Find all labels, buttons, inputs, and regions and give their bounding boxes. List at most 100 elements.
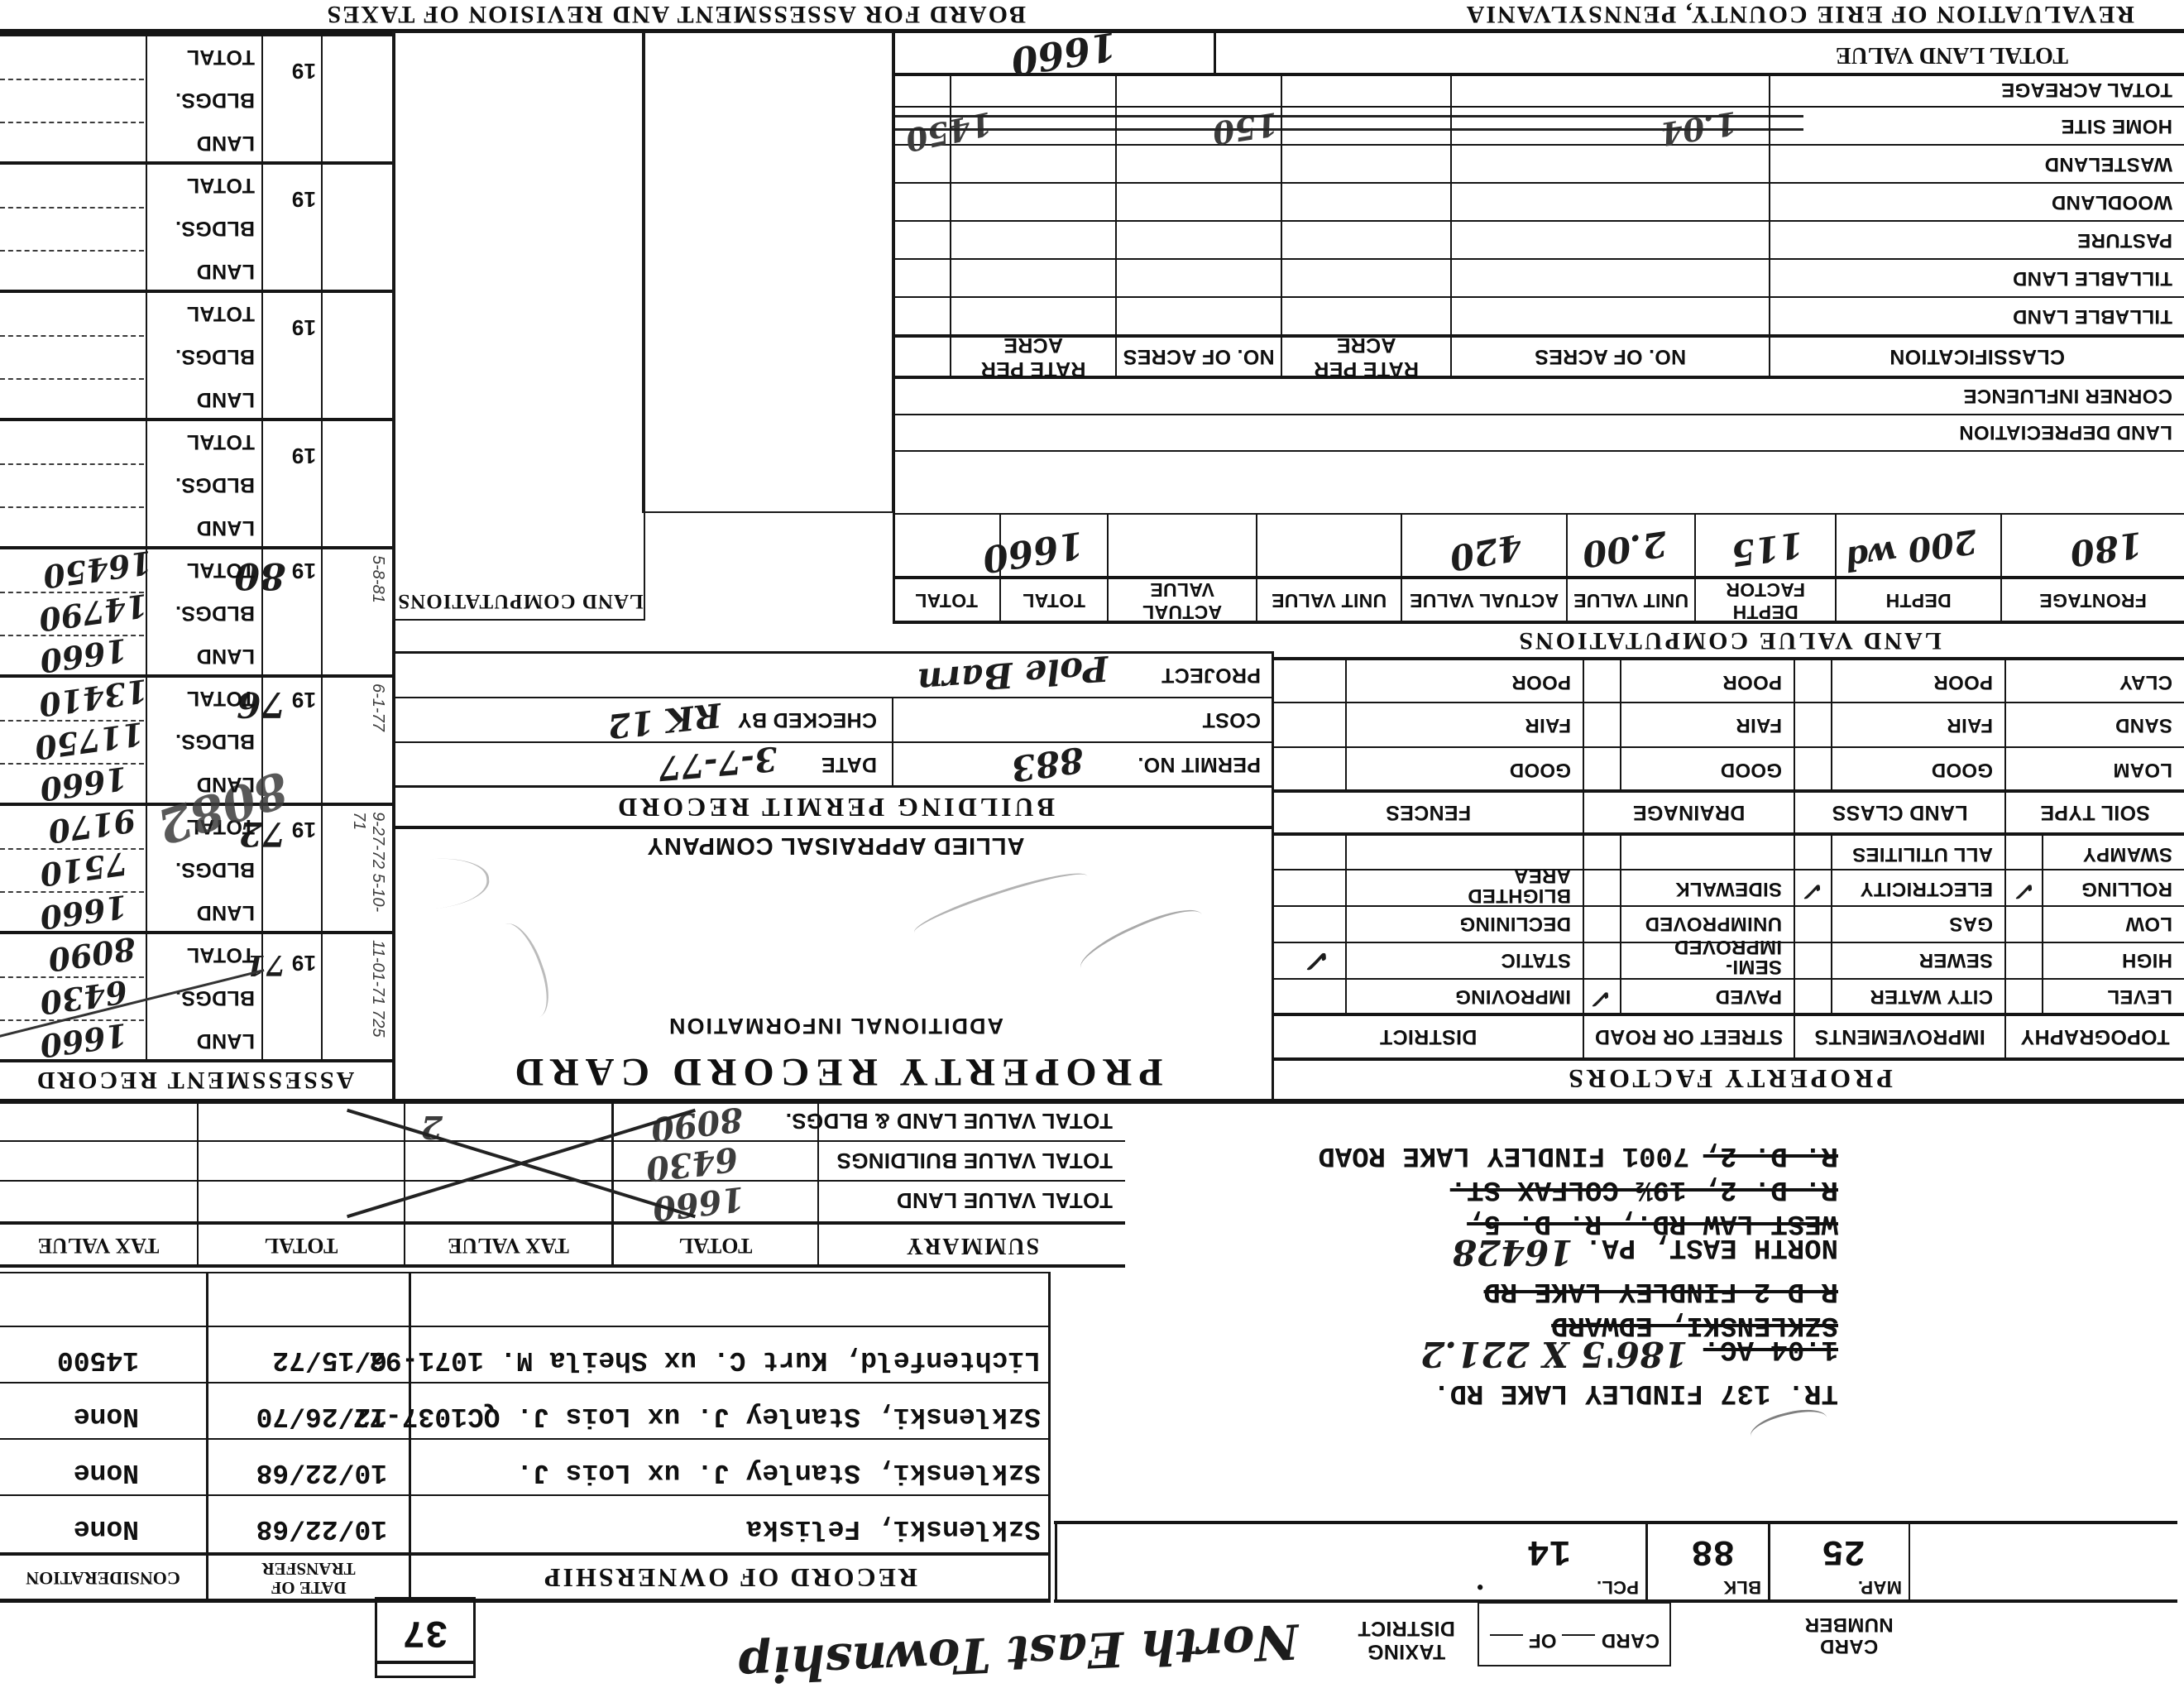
- rolling-checkmark: ✓: [2016, 876, 2037, 905]
- land-label-text: LAND: [196, 901, 255, 924]
- total-value: 8090: [46, 930, 138, 979]
- factor-item: BLIGHTED AREA: [1439, 865, 1571, 907]
- bldgs-label-text: BLDGS.: [175, 730, 255, 753]
- total-label-text: TOTAL: [186, 430, 255, 453]
- factor-item: HIGH: [2122, 948, 2172, 971]
- factor-item: UNIMPROVED: [1645, 912, 1782, 935]
- fences-fair: FAIR: [1525, 714, 1571, 736]
- land-class-poor: POOR: [1933, 671, 1993, 693]
- total-label-text: TOTAL: [186, 687, 255, 710]
- total-label-text: TOTAL: [186, 559, 255, 582]
- ownership-row: Szklenski, Feliska 10/22/68 None: [7, 1501, 1041, 1544]
- permit-no-value: 883: [1008, 739, 1086, 789]
- land-row-label: LAND: [196, 772, 255, 796]
- land-row-label: LAND: [196, 900, 255, 924]
- summary-header-text: SUMMARY: [904, 1233, 1040, 1259]
- bldgs-value: 7510: [38, 845, 130, 894]
- land-row-label: LAND: [196, 644, 255, 668]
- total-row-label: TOTAL: [186, 686, 255, 710]
- factor-city-water: CITY WATER: [1870, 985, 1993, 1008]
- assessment-group-empty: 19 LAND BLDGS. TOTAL: [0, 36, 392, 165]
- ownership-title: RECORD OF OWNERSHIP: [411, 1557, 1048, 1599]
- assessment-group: 11-01-71 725 19 71 LAND BLDGS. TOTAL 166…: [0, 930, 392, 1065]
- card-of-box: CARD OF: [1478, 1602, 1671, 1666]
- transfer-date: 6/15/72: [272, 1345, 387, 1375]
- lvc-frontage-value: 180: [2067, 524, 2145, 574]
- total-label-text: TOTAL: [186, 174, 255, 197]
- lvc-h0: FRONTAGE: [2039, 590, 2147, 612]
- owner-name: Szklenski, Stanley J. ux Lois J. QC1037-…: [352, 1401, 1041, 1431]
- improvements-header: IMPROVEMENTS: [1795, 1016, 2004, 1057]
- pcl-label: PCL.: [1596, 1577, 1639, 1598]
- board-footer-text: BOARD FOR ASSESSMENT AND REVISION OF TAX…: [325, 1, 1026, 28]
- year-prefix: 19: [291, 818, 316, 842]
- pencil-scribble: [1746, 1403, 1832, 1452]
- assessment-group-empty: 19 LAND BLDGS. TOTAL: [0, 165, 392, 293]
- total-row-label: TOTAL: [186, 558, 255, 582]
- bldgs-row-label: BLDGS.: [175, 729, 255, 753]
- rate-per-acre2-header: RATE PER ACRE: [951, 333, 1115, 381]
- property-factors-title-text: PROPERTY FACTORS: [1565, 1064, 1893, 1095]
- land-label-text: LAND: [196, 132, 255, 155]
- lvc-h6: ACTUAL VALUE: [1142, 579, 1223, 623]
- address-text-struck: SZKLENSKI, EDWARD: [1551, 1309, 1838, 1340]
- total-land-value-label: TOTAL LAND VALUE: [1836, 41, 2068, 68]
- summary-taxvalue2-header: TAX VALUE: [0, 1226, 197, 1264]
- summary-row-label: TOTAL VALUE LAND: [897, 1187, 1113, 1213]
- ownership-row: Szklenski, Stanley J. ux Lois J. 10/22/6…: [7, 1445, 1041, 1488]
- no-of-acres2-text: NO. OF ACRES: [1123, 345, 1275, 369]
- factor-unimproved: UNIMPROVED: [1645, 913, 1782, 935]
- factor-item: IMPROVING: [1455, 985, 1571, 1008]
- margin-note: 5-8-81: [368, 555, 387, 671]
- ownership-row: Lichtenfeld, Kurt C. ux Sheila M. 1071-9…: [7, 1332, 1041, 1375]
- soil-row-label: LOAM: [2113, 758, 2172, 781]
- address-line: R. D. 2, 7001 FINDLEY LAKE ROAD: [1094, 1137, 1838, 1171]
- soil-sand: SAND: [2115, 714, 2172, 736]
- street-or-road-header-text: STREET OR ROAD: [1594, 1025, 1784, 1049]
- factor-declining: DECLINING: [1459, 913, 1571, 935]
- address-block: TR. 137 FINDLEY LAKE RD. 1.04 AC. 186'5 …: [1094, 1137, 1838, 1408]
- corner-influence-text: CORNER INFLUENCE: [1963, 385, 2172, 407]
- owner-name: Szklenski, Stanley J. ux Lois J.: [516, 1457, 1041, 1488]
- blk-label: BLK: [1722, 1577, 1761, 1598]
- land-row-label: LAND: [196, 131, 255, 155]
- corner-influence-label: CORNER INFLUENCE: [1963, 384, 2172, 407]
- factor-item: GAS: [1949, 912, 1993, 935]
- factor-paved: PAVED: [1715, 985, 1782, 1008]
- topography-header-text: TOPOGRAPHY: [2020, 1025, 2170, 1049]
- total-value-text: 16450: [41, 544, 155, 596]
- property-record-card-title-text: PROPERTY RECORD CARD: [508, 1050, 1163, 1095]
- home-site: HOME SITE: [2061, 115, 2172, 137]
- bldgs-label-text: BLDGS.: [175, 89, 255, 112]
- lvc-unit-value: 2.00: [1580, 523, 1669, 575]
- transfer-date: 10/22/68: [256, 1457, 387, 1488]
- land-value-text: 1660: [37, 887, 130, 938]
- fences-poor: POOR: [1511, 671, 1571, 693]
- factor-item: ROLLING: [2081, 877, 2172, 900]
- tillable-land-1: TILLABLE LAND: [2012, 305, 2172, 328]
- building-permit-title-text: BUILDING PERMIT RECORD: [615, 793, 1055, 823]
- address-line: NORTH EAST, PA. 16428: [1094, 1231, 1838, 1273]
- classification-row-label: PASTURE: [2077, 228, 2172, 252]
- drainage-fair: FAIR: [1736, 714, 1782, 736]
- permit-date-label-text: DATE: [821, 753, 877, 776]
- fences-header-text: FENCES: [1385, 801, 1472, 825]
- permit-no-label: PERMIT NO.: [1138, 752, 1261, 776]
- classification-header-text: CLASSIFICATION: [1889, 345, 2066, 369]
- land-label-text: LAND: [196, 260, 255, 283]
- address-line: R. D. 2, 19½ COLFAX ST.: [1094, 1171, 1838, 1205]
- factor-rolling: ROLLING: [2081, 878, 2172, 900]
- total-value: 16450: [41, 544, 154, 596]
- bldgs-row-label: BLDGS.: [175, 857, 255, 881]
- year-prefix: 19: [291, 688, 316, 712]
- bldgs-label-text: BLDGS.: [175, 602, 255, 625]
- card-number-label-text: CARD NUMBER: [1804, 1614, 1894, 1657]
- land-value-computations-title: LAND VALUE COMPUTATIONS: [1274, 624, 2184, 657]
- township-handwriting: North East Township: [737, 1613, 1300, 1688]
- bldgs-value-text: 7510: [37, 844, 130, 894]
- lvc-h2: DEPTH FACTOR: [1726, 579, 1805, 623]
- pcl-cell: PCL. • 14: [1060, 1527, 1645, 1599]
- classification-row-label: TOTAL ACREAGE: [2001, 78, 2172, 101]
- factor-swampy: SWAMPY: [2082, 843, 2172, 866]
- bldgs-row-label: BLDGS.: [175, 472, 255, 496]
